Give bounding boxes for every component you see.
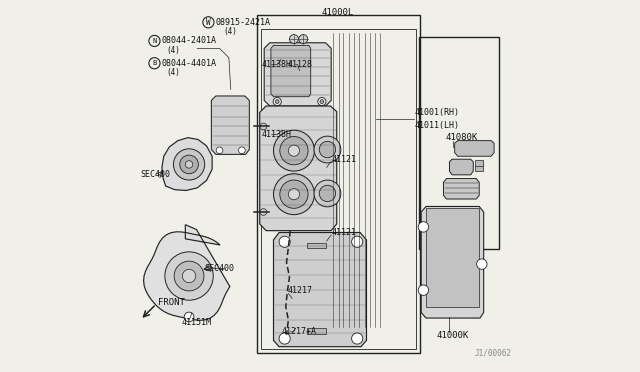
Bar [419,37,499,249]
Polygon shape [162,138,212,190]
Circle shape [418,285,429,295]
Circle shape [319,141,335,158]
Circle shape [186,161,193,168]
Circle shape [320,100,324,103]
Text: 08044-2401A: 08044-2401A [161,36,216,45]
Text: FRONT: FRONT [158,298,185,307]
Text: B: B [152,60,157,66]
Circle shape [273,97,282,106]
Text: 41001(RH): 41001(RH) [415,108,460,117]
Circle shape [279,236,290,247]
Circle shape [174,261,204,291]
Polygon shape [211,96,250,154]
Polygon shape [273,232,367,347]
Circle shape [280,137,308,165]
Circle shape [351,236,363,247]
Text: 41011(LH): 41011(LH) [415,121,460,130]
Circle shape [280,180,308,208]
Text: 08044-4401A: 08044-4401A [161,59,216,68]
Text: SEC400: SEC400 [141,170,171,179]
Text: 41217+A: 41217+A [282,327,317,336]
Bar [307,243,326,248]
Circle shape [260,123,267,130]
Circle shape [273,130,314,171]
Circle shape [299,35,308,44]
Bar [307,328,326,334]
Polygon shape [444,179,479,199]
Circle shape [275,100,279,103]
Text: 41217: 41217 [287,286,312,295]
Text: (4): (4) [223,27,237,36]
Text: 41121: 41121 [332,155,357,164]
Circle shape [165,252,213,300]
Circle shape [319,185,335,202]
Bar [475,160,483,166]
Bar [261,29,416,349]
Circle shape [173,149,205,180]
Circle shape [216,147,223,154]
Text: 41151M: 41151M [182,318,212,327]
Text: 41000K: 41000K [436,331,468,340]
Text: 08915-2421A: 08915-2421A [215,18,270,27]
Text: (4): (4) [167,68,180,77]
Polygon shape [454,141,494,156]
Polygon shape [143,225,230,320]
Text: 41080K: 41080K [445,133,478,142]
Polygon shape [421,206,484,318]
Text: SEC400: SEC400 [205,264,235,273]
Text: 41000L: 41000L [322,8,354,17]
Text: N: N [152,38,157,44]
Circle shape [239,147,245,154]
Bar [257,15,420,353]
Polygon shape [449,159,473,175]
Circle shape [279,333,290,344]
Circle shape [273,174,314,215]
Polygon shape [264,43,331,106]
Circle shape [289,35,298,44]
Circle shape [289,189,300,200]
Circle shape [477,259,487,269]
Circle shape [260,209,267,215]
Circle shape [184,312,194,322]
Polygon shape [271,45,310,97]
Bar [475,165,483,171]
Text: 41138H: 41138H [262,130,292,139]
Text: J1/00062: J1/00062 [474,348,511,357]
Circle shape [318,97,326,106]
Text: W: W [206,18,211,27]
Text: (4): (4) [167,46,180,55]
Text: 41121: 41121 [332,228,357,237]
Text: 41138H: 41138H [262,60,292,69]
Circle shape [314,136,341,163]
Circle shape [289,145,300,156]
Polygon shape [260,106,337,231]
Circle shape [418,222,429,232]
Circle shape [182,269,196,283]
Text: 41128: 41128 [287,60,312,69]
Circle shape [314,180,341,207]
Polygon shape [426,208,479,307]
Circle shape [180,155,198,174]
Circle shape [351,333,363,344]
